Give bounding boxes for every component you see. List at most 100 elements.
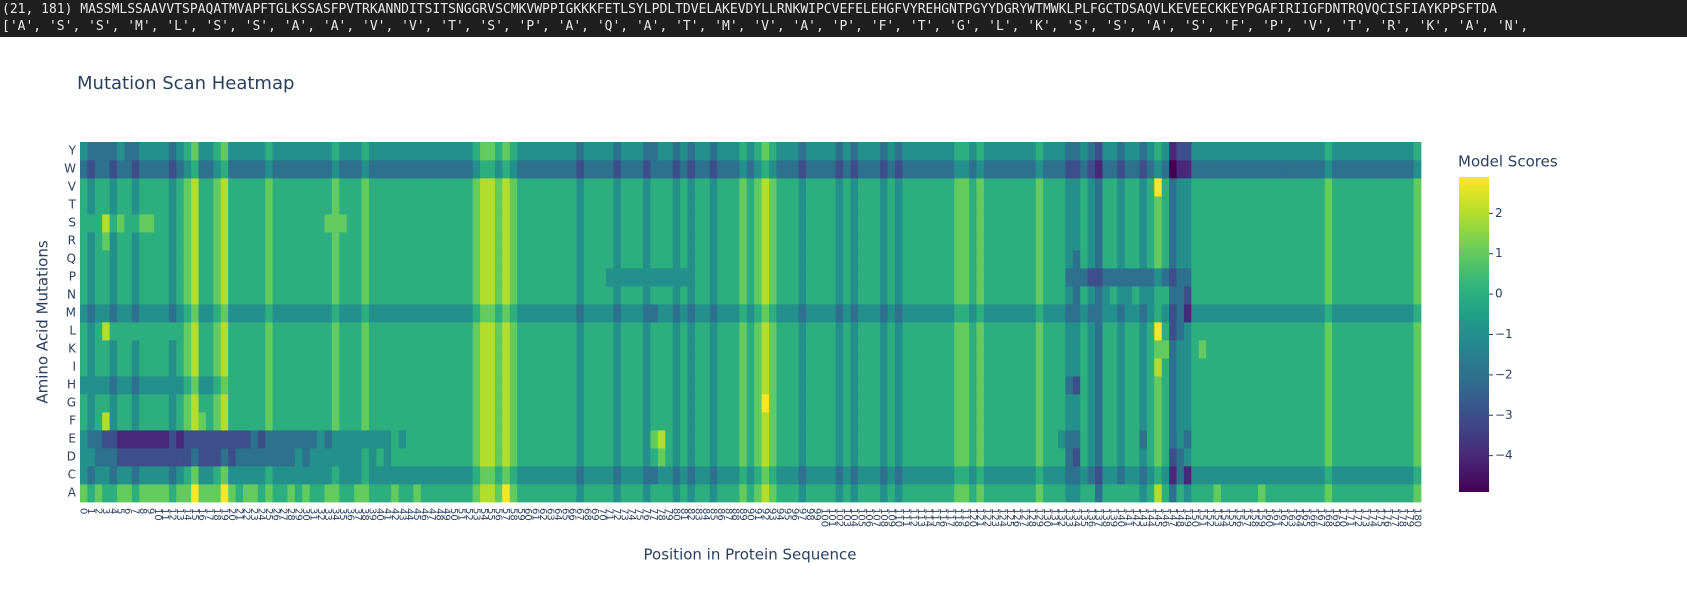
heatmap-cell [317, 250, 325, 269]
heatmap-cell [680, 232, 688, 251]
heatmap-cell [376, 232, 385, 251]
x-tick-label: 16 [196, 508, 207, 521]
heatmap-cell [1050, 340, 1059, 359]
heatmap-cell [435, 412, 444, 431]
heatmap-cell [383, 160, 392, 179]
heatmap-cell [1035, 250, 1044, 269]
x-tick-label: 170 [1337, 508, 1348, 527]
heatmap-cell [376, 322, 385, 341]
heatmap-cell [228, 466, 236, 485]
heatmap-cell [776, 232, 785, 251]
heatmap-cell [131, 142, 140, 161]
heatmap-cell [1161, 214, 1170, 233]
heatmap-cell [1050, 160, 1059, 179]
heatmap-cell [1057, 466, 1066, 485]
heatmap-cell [517, 340, 525, 359]
heatmap-cell [1035, 214, 1044, 233]
x-tick-label: 145 [1152, 508, 1163, 527]
heatmap-cell [235, 484, 244, 503]
heatmap-cell [872, 142, 881, 161]
heatmap-cell [1250, 250, 1259, 269]
heatmap-cell [302, 322, 311, 341]
heatmap-cell [620, 268, 629, 287]
heatmap-cell [791, 286, 800, 305]
heatmap-cell [983, 358, 992, 377]
heatmap-cell [94, 412, 103, 431]
heatmap-cell [398, 178, 407, 197]
heatmap-cell [228, 304, 236, 323]
heatmap-cell [880, 466, 888, 485]
heatmap-cell [1087, 268, 1096, 287]
heatmap-cell [887, 196, 896, 215]
heatmap-cell [242, 160, 251, 179]
heatmap-cell [872, 394, 881, 413]
heatmap-cell [1183, 178, 1192, 197]
heatmap-cell [813, 394, 822, 413]
heatmap-cell [176, 376, 185, 395]
heatmap-cell [724, 178, 733, 197]
heatmap-cell [1346, 268, 1355, 287]
heatmap-cell [546, 484, 555, 503]
heatmap-cell [687, 430, 696, 449]
heatmap-cell [435, 358, 444, 377]
heatmap-cell [87, 448, 96, 467]
x-tick-label: 103 [841, 508, 852, 527]
heatmap-cell [339, 214, 348, 233]
heatmap-cell [806, 430, 814, 449]
heatmap-cell [1243, 232, 1251, 251]
heatmap-cell [1072, 322, 1081, 341]
heatmap-cell [657, 268, 666, 287]
heatmap-cell [620, 304, 629, 323]
heatmap-cell [465, 268, 474, 287]
heatmap-cell [1154, 142, 1163, 161]
heatmap-cell [443, 484, 451, 503]
heatmap-cell [1228, 322, 1237, 341]
heatmap-cell [524, 376, 533, 395]
heatmap-cell [1206, 304, 1214, 323]
heatmap-cell [502, 412, 511, 431]
heatmap-cell [1383, 394, 1392, 413]
heatmap-cell [983, 142, 992, 161]
heatmap-cell [1050, 448, 1059, 467]
heatmap-cell [1176, 448, 1185, 467]
heatmap-cell [317, 286, 325, 305]
heatmap-cell [1206, 286, 1214, 305]
heatmap-cell [139, 142, 148, 161]
heatmap-cell [1154, 340, 1163, 359]
heatmap-cell [324, 304, 333, 323]
heatmap-cell [487, 142, 496, 161]
heatmap-cell [1376, 340, 1385, 359]
heatmap-cell [1028, 160, 1037, 179]
heatmap-cell [724, 466, 733, 485]
heatmap-cell [857, 268, 866, 287]
heatmap-cell [161, 340, 170, 359]
x-tick-label: 88 [730, 508, 741, 521]
heatmap-cell [398, 304, 407, 323]
heatmap-cell [1206, 340, 1214, 359]
heatmap-cell [820, 394, 829, 413]
heatmap-cell [606, 430, 614, 449]
heatmap-cell [280, 142, 288, 161]
heatmap-cell [843, 394, 851, 413]
heatmap-cell [932, 196, 940, 215]
heatmap-cell [368, 322, 377, 341]
heatmap-cell [1220, 160, 1229, 179]
x-tick-label: 76 [641, 508, 652, 521]
heatmap-cell [1154, 232, 1163, 251]
heatmap-cell [146, 232, 155, 251]
heatmap-cell [502, 430, 511, 449]
heatmap-cell [1354, 232, 1363, 251]
heatmap-cell [591, 322, 600, 341]
heatmap-cell [561, 196, 570, 215]
heatmap-cell [568, 196, 577, 215]
heatmap-cell [1109, 232, 1118, 251]
heatmap-cell [1080, 196, 1089, 215]
heatmap-cell [1087, 196, 1096, 215]
heatmap-cell [317, 448, 325, 467]
heatmap-cell [405, 286, 414, 305]
heatmap-cell [198, 268, 207, 287]
heatmap-cell [198, 232, 207, 251]
y-tick-label: P [69, 270, 76, 284]
heatmap-cell [717, 358, 725, 377]
heatmap-cell [1117, 268, 1126, 287]
